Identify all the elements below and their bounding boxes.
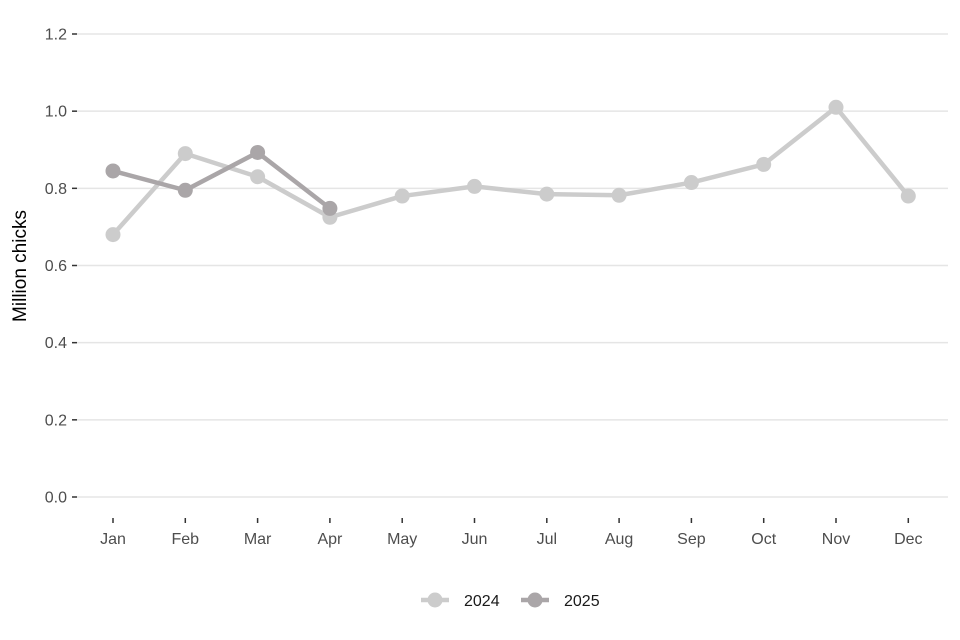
x-tick-label: Feb xyxy=(172,531,200,548)
data-point xyxy=(177,146,193,162)
x-tick-label: Oct xyxy=(751,531,776,548)
data-point xyxy=(250,144,266,160)
y-tick-label: 0.8 xyxy=(45,181,67,198)
data-point xyxy=(467,178,482,194)
x-tick-label: Mar xyxy=(244,531,272,548)
legend-item-2025: 2025 xyxy=(521,592,600,610)
y-tick-label: 0.6 xyxy=(45,258,67,275)
series-line xyxy=(110,150,333,211)
gridlines xyxy=(77,33,948,498)
data-point xyxy=(177,182,193,198)
y-tick-label: 1.0 xyxy=(45,104,67,121)
x-tick-label: May xyxy=(387,531,417,548)
legend-key-point xyxy=(527,592,543,608)
data-point xyxy=(105,227,121,243)
x-tick-label: Dec xyxy=(894,531,922,548)
x-axis: Jan Feb Mar Apr May Jun Jul Aug Sep Oct Nov Dec xyxy=(100,518,923,548)
data-point xyxy=(322,200,338,216)
x-tick-label: Jul xyxy=(537,531,557,548)
x-tick-label: Sep xyxy=(677,531,706,548)
data-point xyxy=(394,188,410,204)
data-point xyxy=(756,156,772,172)
data-point xyxy=(828,99,844,115)
y-tick-label: 0.0 xyxy=(45,490,67,507)
x-tick-label: Jan xyxy=(100,531,126,548)
y-axis-title: Million chicks xyxy=(10,210,31,322)
y-tick-label: 0.4 xyxy=(45,335,67,352)
x-tick-label: Nov xyxy=(822,531,850,548)
data-point xyxy=(683,175,699,191)
y-tick-label: 0.2 xyxy=(45,412,67,429)
legend-label: 2025 xyxy=(564,593,600,610)
series-2025 xyxy=(105,144,338,216)
legend-label: 2024 xyxy=(464,593,500,610)
data-point xyxy=(900,188,916,204)
y-axis: 0.0 0.2 0.4 0.6 0.8 1.0 1.2 xyxy=(45,27,77,507)
y-tick-label: 1.2 xyxy=(45,27,67,44)
x-tick-label: Aug xyxy=(605,531,633,548)
x-tick-label: Apr xyxy=(317,531,343,548)
x-tick-label: Jun xyxy=(462,531,488,548)
series-2024 xyxy=(105,99,916,243)
series-line xyxy=(110,105,911,237)
legend-key-point xyxy=(427,592,443,608)
legend: 2024 2025 xyxy=(421,592,600,610)
series-layer xyxy=(105,99,916,243)
legend-item-2024: 2024 xyxy=(421,592,500,610)
data-point xyxy=(105,163,121,179)
data-point xyxy=(611,187,627,203)
data-point xyxy=(539,186,555,202)
data-point xyxy=(250,169,266,185)
